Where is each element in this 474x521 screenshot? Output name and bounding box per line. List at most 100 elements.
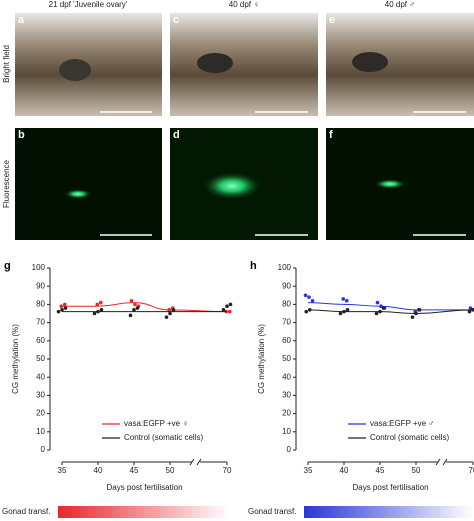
- x-tick-label: 50: [166, 466, 175, 475]
- y-tick-label: 70: [282, 318, 291, 327]
- data-point: [375, 300, 380, 305]
- data-point: [471, 308, 474, 312]
- data-point: [164, 315, 169, 319]
- legend-label: vasa:EGFP +ve ♂: [370, 419, 434, 428]
- images: [15, 13, 474, 240]
- y-tick-label: 10: [282, 427, 291, 436]
- row-label: Bright field: [2, 45, 11, 83]
- panel-letter: b: [18, 129, 25, 141]
- eye: [197, 53, 233, 73]
- data-point: [95, 302, 100, 307]
- axis-break: [189, 458, 202, 466]
- data-point: [56, 309, 61, 314]
- x-tick-label: 70: [223, 466, 232, 475]
- colorbar: [58, 506, 230, 518]
- data-point: [307, 308, 312, 312]
- data-point: [99, 308, 104, 312]
- y-tick-label: 20: [282, 409, 291, 418]
- y-tick-label: 30: [282, 391, 291, 400]
- data-point: [129, 298, 134, 303]
- x-tick-label: 45: [130, 466, 139, 475]
- data-point: [304, 309, 309, 314]
- data-point: [133, 302, 137, 307]
- y-tick-label: 60: [282, 336, 291, 345]
- data-point: [225, 304, 229, 309]
- data-point: [221, 308, 226, 312]
- x-tick-label: 40: [340, 466, 349, 475]
- data-point: [345, 308, 350, 312]
- data-point: [132, 308, 136, 312]
- scale-bars: [100, 111, 466, 236]
- data-point: [227, 309, 232, 314]
- y-tick-label: 30: [36, 391, 45, 400]
- gfp-signal: [374, 179, 406, 189]
- data-point: [59, 304, 64, 309]
- data-point: [341, 297, 346, 301]
- data-point: [417, 308, 422, 312]
- data-point: [307, 295, 311, 299]
- data-point: [171, 308, 176, 312]
- data-point: [410, 315, 415, 319]
- y-tick-label: 20: [36, 409, 45, 418]
- data-point: [468, 306, 473, 310]
- data-point: [98, 300, 103, 305]
- data-point: [342, 309, 346, 314]
- data-point: [338, 311, 343, 316]
- data-point: [228, 302, 233, 307]
- data-point: [60, 308, 64, 312]
- colorbar-label: Gonad transf.: [2, 507, 50, 516]
- data-point: [381, 306, 386, 310]
- fluorescence-image: [15, 128, 162, 240]
- data-point: [344, 298, 349, 303]
- y-tick-label: 0: [287, 445, 292, 454]
- data-point: [135, 306, 140, 310]
- legend-label: vasa:EGFP +ve ♀: [124, 419, 188, 428]
- data-point: [128, 313, 133, 318]
- y-tick-label: 80: [282, 300, 291, 309]
- y-tick-label: 80: [36, 300, 45, 309]
- x-axis-label: Days post fertilisation: [106, 483, 182, 492]
- data-point: [414, 311, 418, 316]
- data-point: [467, 309, 472, 314]
- bright-field-image: [326, 13, 474, 116]
- bright-field-image: [170, 13, 318, 116]
- data-point: [303, 293, 308, 298]
- column-header: 40 dpf ♂: [385, 0, 415, 9]
- x-tick-label: 70: [469, 466, 474, 475]
- column-header: 21 dpf 'Juvenile ovary': [49, 0, 128, 9]
- data-point: [96, 309, 100, 314]
- eye: [352, 52, 388, 72]
- y-tick-label: 90: [36, 281, 45, 290]
- x-tick-label: 40: [94, 466, 103, 475]
- panel-letter: c: [173, 14, 179, 26]
- data-point: [63, 306, 68, 310]
- x-tick-label: 35: [58, 466, 67, 475]
- panel-letter: f: [329, 129, 333, 141]
- gfp-signal: [64, 189, 92, 199]
- y-tick-label: 40: [282, 372, 291, 381]
- panel-letter: g: [4, 260, 11, 272]
- y-tick-label: 60: [36, 336, 45, 345]
- y-tick-label: 50: [36, 354, 45, 363]
- fit-line: [62, 302, 228, 313]
- y-tick-label: 10: [36, 427, 45, 436]
- gfp-signal: [202, 172, 262, 200]
- row-label: Fluorescence: [2, 159, 11, 208]
- colorbar: [304, 506, 474, 518]
- y-tick-label: 70: [36, 318, 45, 327]
- y-axis-label: CG methylation (%): [257, 324, 266, 394]
- y-tick-label: 50: [282, 354, 291, 363]
- x-tick-label: 50: [412, 466, 421, 475]
- data-point: [168, 311, 172, 316]
- y-tick-label: 0: [41, 445, 46, 454]
- y-tick-label: 40: [36, 372, 45, 381]
- colorbar-label: Gonad transf.: [248, 507, 296, 516]
- column-header: 40 dpf ♀: [229, 0, 259, 9]
- legend-label: Control (somatic cells): [370, 433, 449, 442]
- eye: [59, 59, 91, 81]
- legend-label: Control (somatic cells): [124, 433, 203, 442]
- data-point: [378, 309, 382, 314]
- panel-letter: a: [18, 14, 25, 26]
- data-point: [379, 304, 383, 309]
